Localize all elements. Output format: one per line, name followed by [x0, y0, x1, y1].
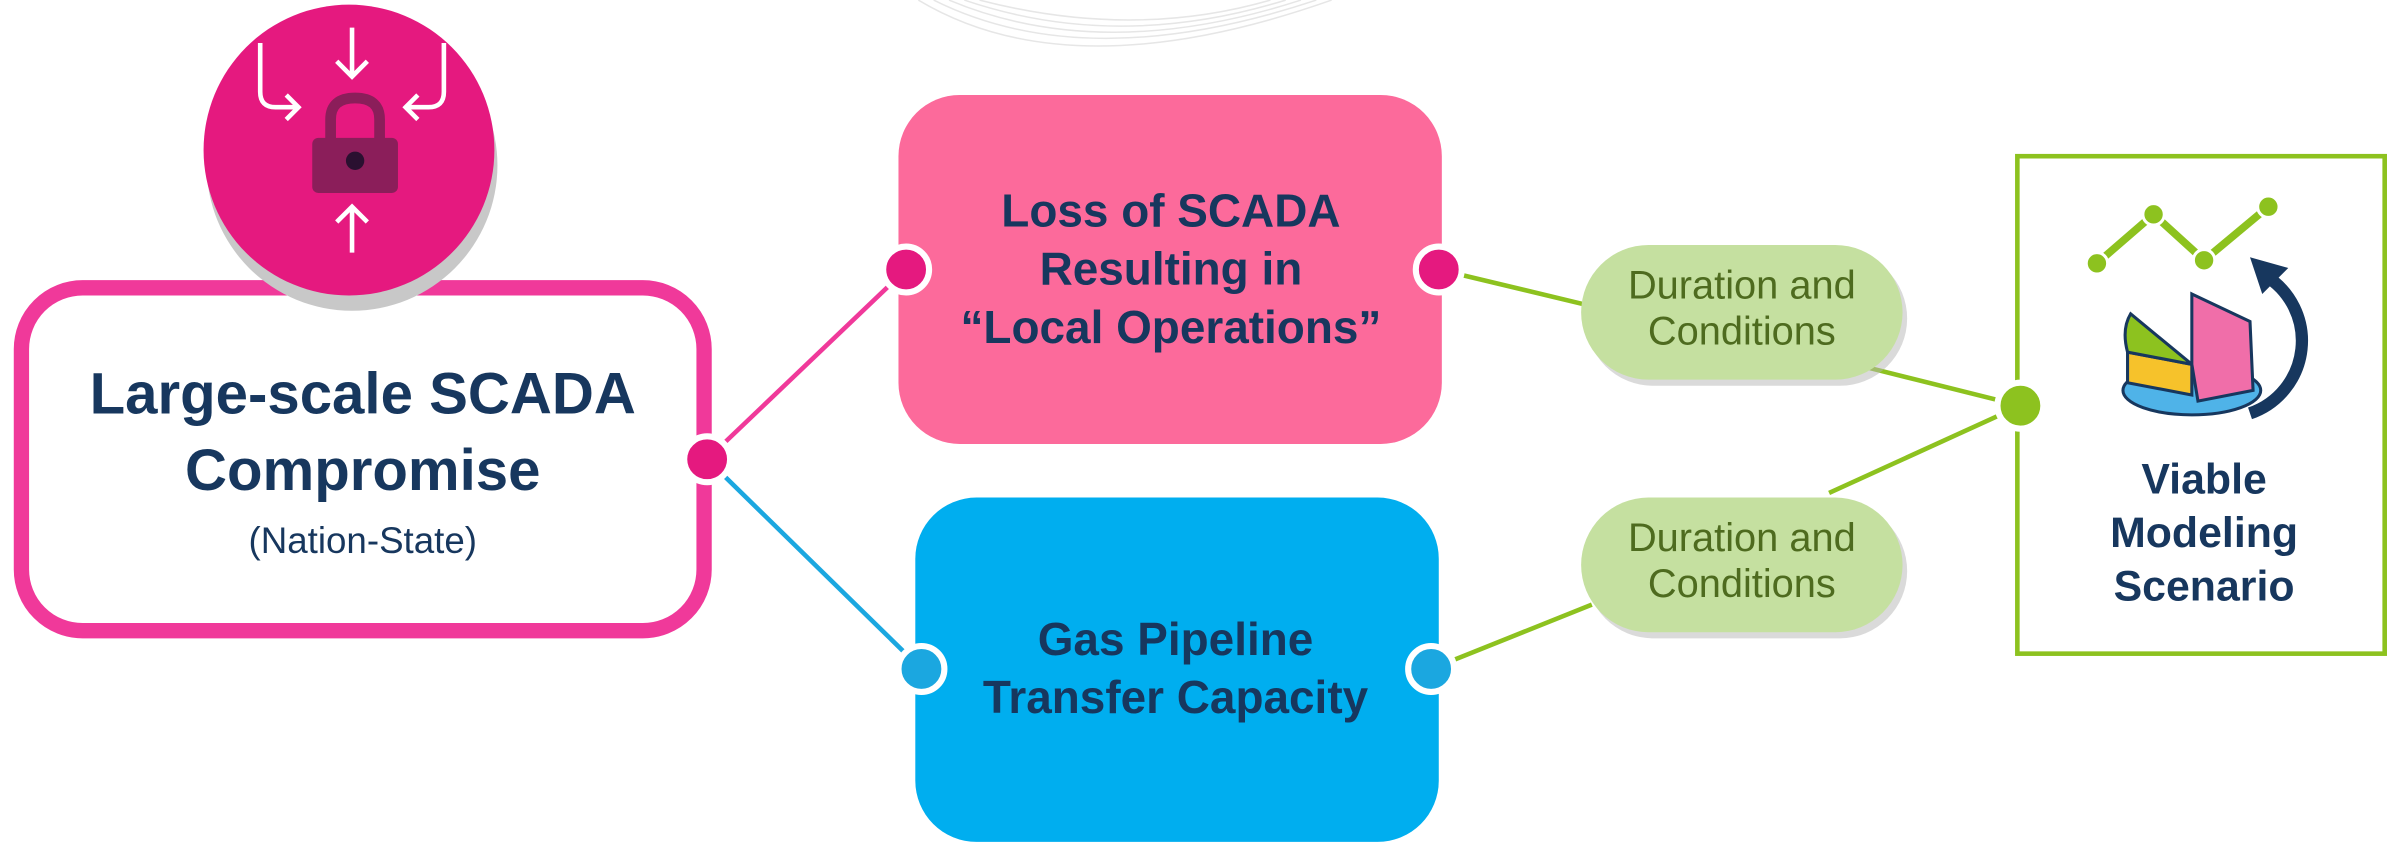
connector	[707, 269, 906, 459]
effect-label: Transfer Capacity	[983, 671, 1369, 723]
connector	[707, 459, 921, 669]
factor-label: Duration and	[1628, 516, 1856, 560]
source-title: Compromise	[185, 438, 540, 503]
effect-label: “Local Operations”	[960, 301, 1381, 353]
factor-label: Conditions	[1648, 562, 1836, 606]
effect-box	[915, 498, 1438, 842]
diagram: Large-scale SCADA Compromise (Nation-Sta…	[0, 0, 2400, 842]
background-arcs	[918, 0, 1331, 46]
node-dot	[1997, 383, 2043, 429]
source-subtitle: (Nation-State)	[248, 520, 477, 561]
effect-label: Loss of SCADA	[1001, 184, 1340, 236]
keyhole	[346, 152, 364, 170]
factor-label: Duration and	[1628, 263, 1856, 307]
factor-label: Conditions	[1648, 309, 1836, 353]
result-label: Modeling	[2110, 509, 2298, 557]
effect-label: Gas Pipeline	[1038, 613, 1314, 665]
result-label: Scenario	[2114, 563, 2295, 611]
effect-label: Resulting in	[1040, 243, 1303, 295]
source-title: Large-scale SCADA	[90, 361, 636, 426]
result-label: Viable	[2141, 456, 2266, 504]
